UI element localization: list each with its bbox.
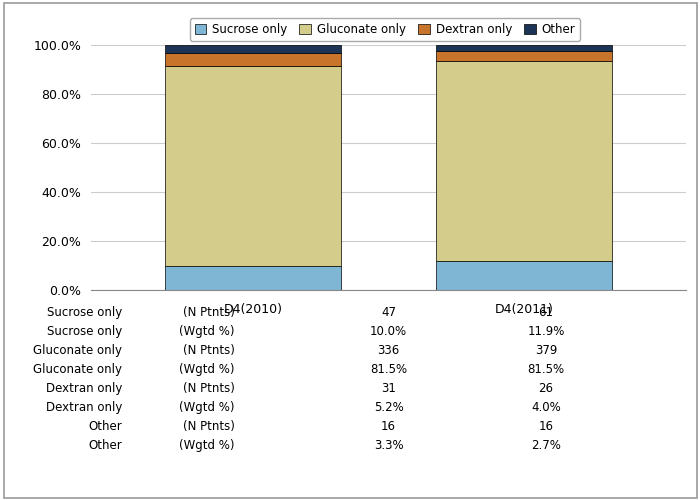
Bar xyxy=(436,45,612,52)
Text: Dextran only: Dextran only xyxy=(46,401,122,414)
Text: (Wgtd %): (Wgtd %) xyxy=(179,325,235,338)
Text: Other: Other xyxy=(89,439,122,452)
Bar xyxy=(165,266,341,290)
Text: 81.5%: 81.5% xyxy=(370,363,407,376)
Text: 47: 47 xyxy=(381,306,396,319)
Text: 379: 379 xyxy=(535,344,557,357)
Text: (Wgtd %): (Wgtd %) xyxy=(179,401,235,414)
Text: 2.7%: 2.7% xyxy=(531,439,561,452)
Bar xyxy=(165,53,341,66)
Text: 61: 61 xyxy=(538,306,554,319)
Text: Gluconate only: Gluconate only xyxy=(34,344,122,357)
Text: (Wgtd %): (Wgtd %) xyxy=(179,363,235,376)
Legend: Sucrose only, Gluconate only, Dextran only, Other: Sucrose only, Gluconate only, Dextran on… xyxy=(190,18,580,41)
Text: Dextran only: Dextran only xyxy=(46,382,122,395)
Text: 4.0%: 4.0% xyxy=(531,401,561,414)
Text: (N Ptnts): (N Ptnts) xyxy=(183,306,235,319)
Text: 16: 16 xyxy=(381,420,396,433)
Bar xyxy=(436,61,612,261)
Text: 16: 16 xyxy=(538,420,554,433)
Bar xyxy=(165,45,341,53)
Text: 5.2%: 5.2% xyxy=(374,401,403,414)
Text: (Wgtd %): (Wgtd %) xyxy=(179,439,235,452)
Text: 10.0%: 10.0% xyxy=(370,325,407,338)
Text: (N Ptnts): (N Ptnts) xyxy=(183,344,235,357)
Text: 3.3%: 3.3% xyxy=(374,439,403,452)
Text: 81.5%: 81.5% xyxy=(527,363,565,376)
Text: 336: 336 xyxy=(377,344,400,357)
Text: Other: Other xyxy=(89,420,122,433)
Bar xyxy=(165,66,341,266)
Text: 31: 31 xyxy=(381,382,396,395)
Text: 11.9%: 11.9% xyxy=(527,325,565,338)
Text: Sucrose only: Sucrose only xyxy=(47,325,122,338)
Text: 26: 26 xyxy=(538,382,554,395)
Text: (N Ptnts): (N Ptnts) xyxy=(183,420,235,433)
Text: Gluconate only: Gluconate only xyxy=(34,363,122,376)
Text: Sucrose only: Sucrose only xyxy=(47,306,122,319)
Bar xyxy=(436,261,612,290)
Text: (N Ptnts): (N Ptnts) xyxy=(183,382,235,395)
Bar xyxy=(436,52,612,61)
